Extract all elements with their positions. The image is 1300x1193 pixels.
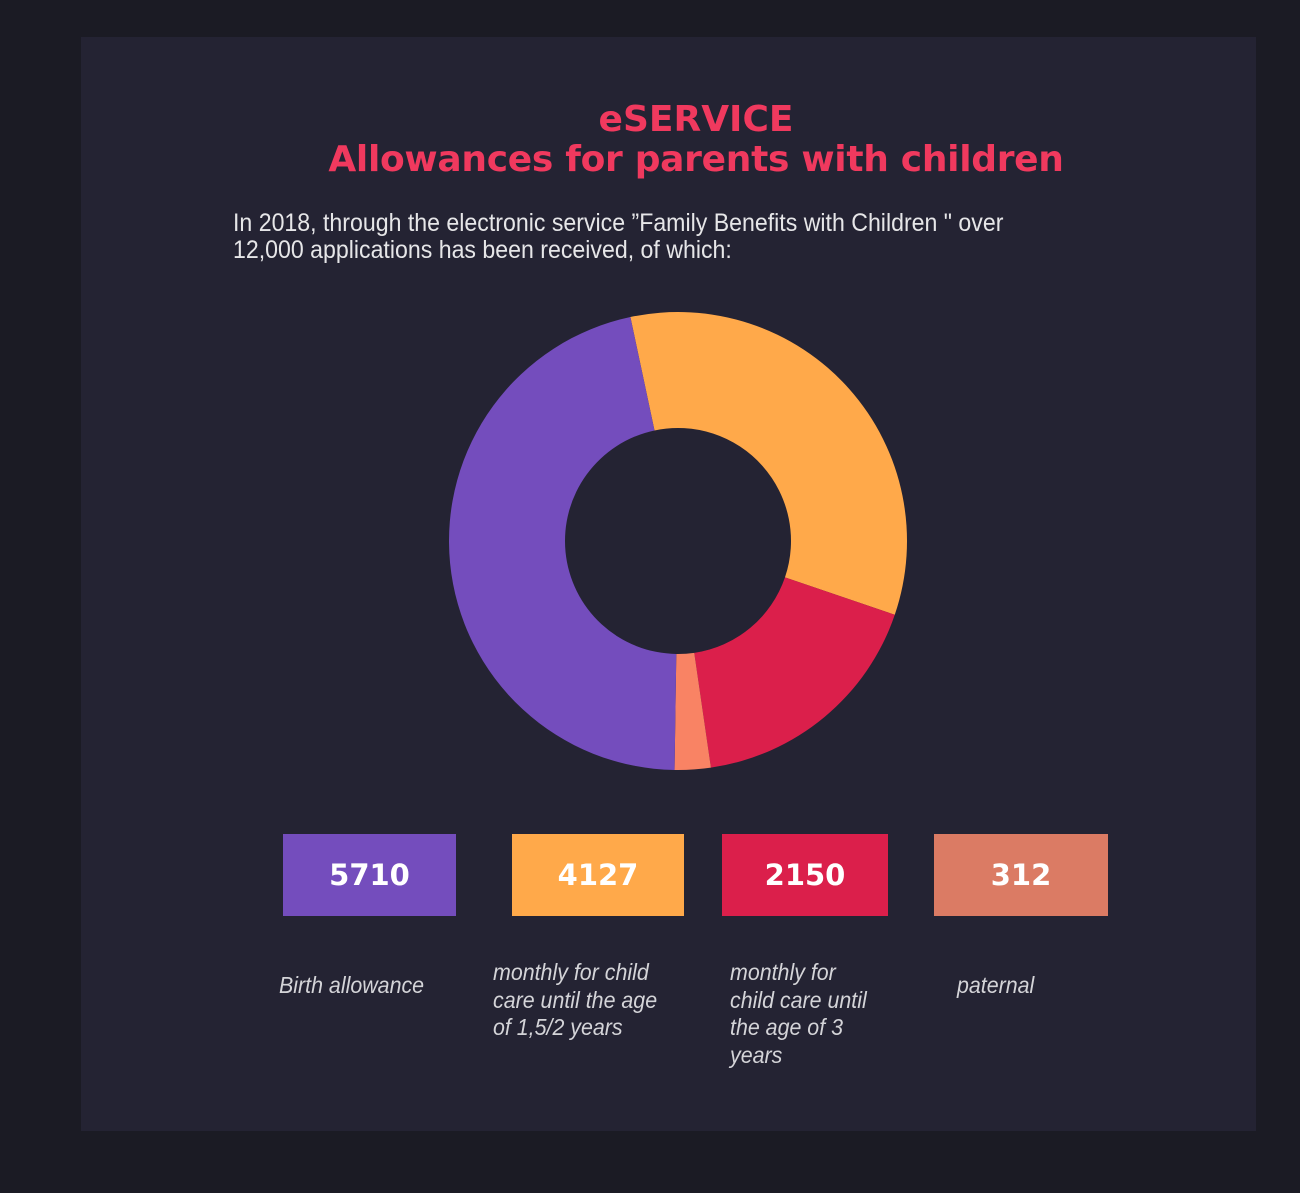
title-line-2: Allowances for parents with children bbox=[328, 139, 1064, 180]
slice-birth-allowance bbox=[449, 317, 677, 770]
donut-chart bbox=[449, 312, 907, 770]
value-label-birth-allowance: 5710 bbox=[329, 858, 410, 892]
label-line: paternal bbox=[957, 972, 1035, 998]
label-line: years bbox=[730, 1041, 783, 1068]
value-label-paternal: 312 bbox=[990, 858, 1052, 892]
infographic-card bbox=[81, 37, 1256, 1131]
category-label-child-care-1-5-2: monthly for child care until the age of … bbox=[493, 959, 657, 1042]
value-label-child-care-1-5-2: 4127 bbox=[557, 858, 639, 892]
value-label-child-care-3: 2150 bbox=[764, 858, 846, 892]
slice-paternal bbox=[674, 652, 711, 770]
subtitle-line-1: In 2018, through the electronic service … bbox=[233, 209, 1004, 237]
title-line-1: eSERVICE bbox=[598, 99, 794, 140]
value-box-paternal: 312 bbox=[934, 834, 1108, 916]
label-line: monthly for bbox=[730, 959, 836, 985]
slice-child-care-3 bbox=[694, 577, 895, 768]
chart-subtitle: In 2018, through the electronic service … bbox=[233, 210, 1158, 264]
label-line: child care until bbox=[730, 986, 867, 1013]
label-line: Birth allowance bbox=[279, 972, 425, 998]
category-label-child-care-3: monthly for child care until the age of … bbox=[730, 959, 867, 1069]
label-line: care until the age bbox=[493, 986, 658, 1013]
label-line: monthly for child bbox=[493, 959, 649, 985]
value-box-birth-allowance: 5710 bbox=[283, 834, 456, 916]
slice-child-care-1-5-2 bbox=[630, 312, 907, 615]
category-label-paternal: paternal bbox=[957, 972, 1034, 1000]
value-box-child-care-3: 2150 bbox=[722, 834, 888, 916]
category-label-birth-allowance: Birth allowance bbox=[279, 972, 424, 1000]
value-box-child-care-1-5-2: 4127 bbox=[512, 834, 684, 916]
subtitle-line-2: 12,000 applications has been received, o… bbox=[233, 236, 732, 264]
label-line: of 1,5/2 years bbox=[493, 1014, 623, 1040]
chart-title: eSERVICE Allowances for parents with chi… bbox=[0, 100, 1300, 180]
label-line: the age of 3 bbox=[730, 1014, 843, 1040]
